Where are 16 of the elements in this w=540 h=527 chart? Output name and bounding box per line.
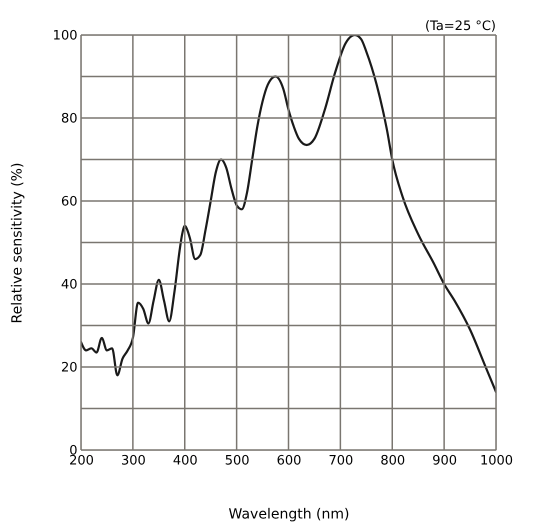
x-tick-label: 800 [380,454,406,468]
x-axis-title: Wavelength (nm) [228,506,350,522]
x-tick-label: 900 [432,454,458,468]
y-axis-title: Relative sensitivity (%) [10,162,26,324]
x-tick-label: 300 [120,454,146,468]
x-tick-label: 1000 [480,454,514,468]
y-tick-label: 100 [52,28,78,44]
y-tick-label: 80 [60,112,78,126]
text: (Ta=25 °C) [424,19,496,34]
x-tick-label: 700 [328,454,354,468]
y-tick-label: 60 [60,194,78,210]
y-tick-label: 40 [60,278,78,292]
x-tick-label: 600 [276,454,302,468]
y-tick-label: 20 [60,360,78,376]
x-tick-label: 500 [224,454,250,468]
x-tick-label: 400 [172,454,198,468]
